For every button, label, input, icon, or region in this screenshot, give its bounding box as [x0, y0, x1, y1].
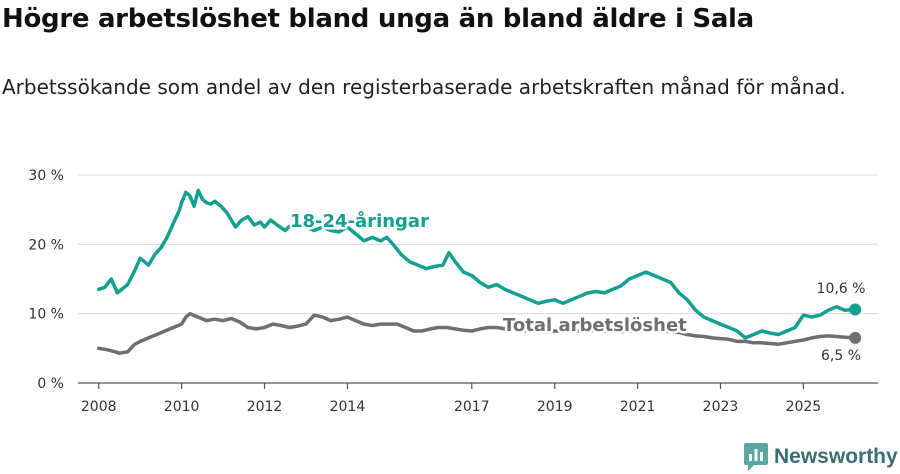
chart-subtitle: Arbetssökande som andel av den registerb… — [2, 75, 846, 99]
y-tick-label: 30 % — [28, 168, 64, 184]
x-axis: 2008 2010 2012 2014 2017 2019 2021 2023 2025 — [78, 382, 878, 415]
youth-end-point — [849, 303, 862, 316]
total-end-label: 6,5 % — [821, 348, 861, 364]
x-tick-label: 2008 — [81, 399, 117, 415]
chart-title: Högre arbetslöshet bland unga än bland ä… — [2, 4, 754, 34]
x-tick-label: 2017 — [454, 399, 490, 415]
newsworthy-logo-icon — [744, 443, 768, 471]
brand-logo: Newsworthy — [744, 442, 898, 472]
y-tick-label: 10 % — [28, 307, 64, 323]
grid-lines — [78, 174, 878, 315]
x-tick-label: 2021 — [620, 399, 656, 415]
x-tick-label: 2010 — [164, 399, 200, 415]
x-tick-label: 2025 — [786, 399, 822, 415]
series-lines — [96, 188, 862, 355]
brand-name: Newsworthy — [774, 445, 898, 468]
y-tick-label: 20 % — [28, 237, 64, 253]
total-series-label: Total arbetslöshet — [503, 315, 687, 336]
youth-line — [96, 188, 857, 340]
series-labels: 18-24-åringar Total arbetslöshet 10,6 % 6,5… — [288, 208, 868, 367]
x-tick-label: 2023 — [703, 399, 739, 415]
total-end-point — [849, 331, 862, 344]
x-tick-label: 2014 — [330, 399, 366, 415]
y-tick-label: 0 % — [37, 376, 64, 392]
youth-end-label: 10,6 % — [817, 281, 866, 297]
y-axis: 0 % 10 % 20 % 30 % — [28, 168, 64, 392]
youth-series-label: 18-24-åringar — [290, 210, 429, 232]
x-tick-label: 2019 — [537, 399, 573, 415]
total-line — [96, 311, 857, 355]
x-tick-label: 2012 — [247, 399, 283, 415]
